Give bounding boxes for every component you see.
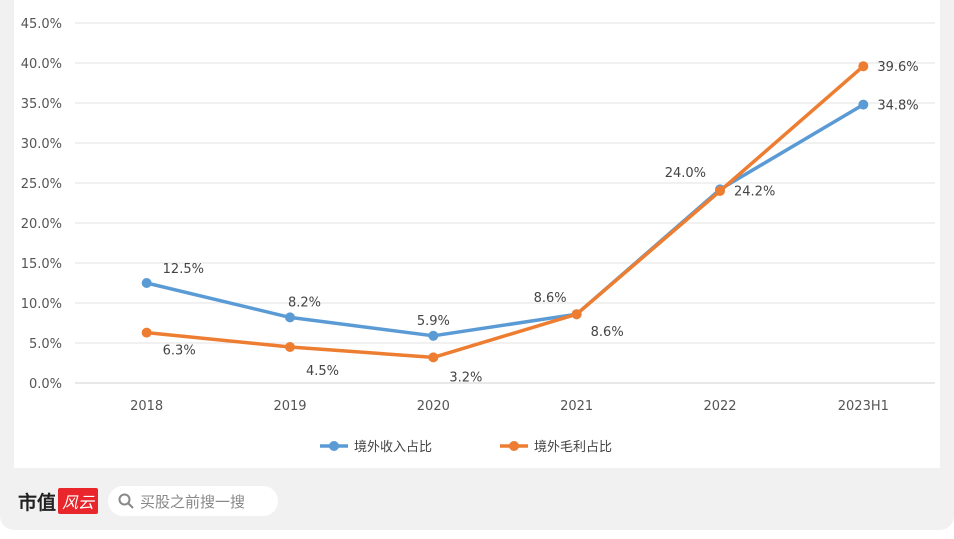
y-tick-label: 25.0% [21, 177, 62, 192]
line-chart: 0.0% 5.0% 10.0% 15.0% 20.0% 25.0% 30.0% 35.0% 40… [21, 17, 935, 455]
data-point [428, 330, 439, 341]
y-tick-label: 5.0% [29, 337, 62, 352]
legend-marker [329, 441, 339, 451]
y-tick-label: 10.0% [21, 297, 62, 312]
data-label: 12.5% [163, 262, 204, 277]
data-label: 34.8% [877, 99, 918, 114]
data-point [141, 278, 152, 288]
data-label: 5.9% [417, 314, 450, 329]
data-label: 24.0% [665, 166, 706, 181]
data-label: 24.2% [734, 184, 775, 199]
data-point [571, 309, 582, 320]
chart-area: 0.0% 5.0% 10.0% 15.0% 20.0% 25.0% 30.0% 35.0% 40… [14, 0, 940, 468]
y-tick-label: 0.0% [29, 377, 62, 392]
search-input[interactable]: 买股之前搜一搜 [108, 486, 279, 516]
data-label: 8.2% [288, 295, 321, 310]
x-tick-label: 2023H1 [838, 399, 889, 414]
data-label: 4.5% [306, 364, 339, 379]
x-tick-label: 2022 [703, 399, 736, 414]
legend-label: 境外收入占比 [354, 440, 432, 455]
y-tick-label: 20.0% [21, 217, 62, 232]
x-tick-label: 2020 [417, 399, 450, 414]
data-label: 8.6% [591, 325, 624, 340]
legend-marker [509, 441, 519, 451]
data-point [858, 61, 869, 72]
series-line-1 [146, 64, 865, 360]
data-point [428, 352, 439, 363]
brand-name: 市值 [18, 491, 57, 514]
data-label: 3.2% [449, 370, 482, 385]
data-label: 39.6% [877, 60, 918, 75]
y-tick-label: 40.0% [21, 57, 62, 72]
data-label: 6.3% [163, 344, 196, 359]
data-point [141, 327, 152, 338]
x-tick-label: 2019 [273, 399, 306, 414]
y-tick-label: 35.0% [21, 97, 62, 112]
footer: 市值 风云 买股之前搜一搜 [18, 486, 279, 516]
search-icon [118, 493, 134, 509]
search-placeholder: 买股之前搜一搜 [140, 492, 246, 511]
brand-logo: 风云 [58, 488, 99, 514]
x-tick-label: 2021 [560, 399, 593, 414]
data-point [285, 312, 295, 323]
data-label: 8.6% [534, 291, 567, 306]
y-tick-label: 15.0% [21, 257, 62, 272]
y-tick-label: 45.0% [21, 17, 62, 32]
data-point [285, 342, 295, 352]
legend-label: 境外毛利占比 [534, 440, 612, 455]
y-tick-label: 30.0% [21, 137, 62, 152]
series-line-0 [146, 103, 865, 338]
x-tick-label: 2018 [130, 399, 163, 414]
data-point [858, 99, 869, 110]
data-point [715, 186, 725, 196]
